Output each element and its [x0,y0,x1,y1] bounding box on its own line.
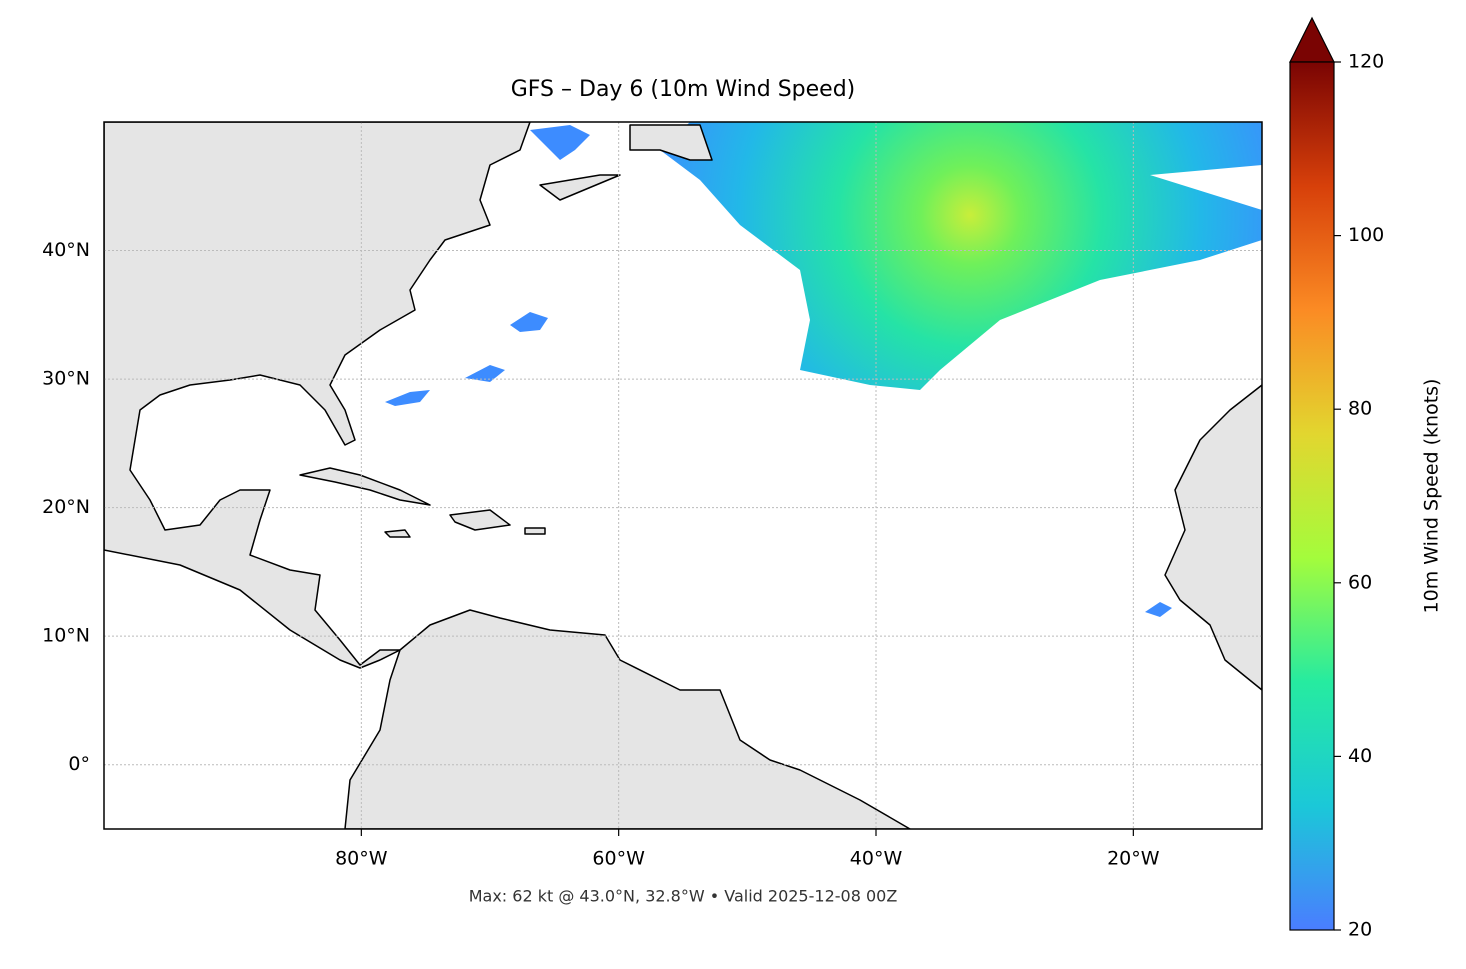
colorbar-extension [1289,16,1335,63]
jamaica [384,529,411,538]
x-tick-label: 60°W [592,848,645,870]
wind-patch [530,125,590,160]
y-tick-label: 30°N [42,368,90,390]
colorbar-tick-label: 80 [1348,398,1372,420]
wind-patch [510,312,548,332]
colorbar-tick-label: 100 [1348,224,1384,246]
wind-field [660,122,1262,390]
wind-patch [465,365,505,382]
y-tick-label: 10°N [42,625,90,647]
colorbar-tick-label: 120 [1348,51,1384,73]
colorbar-label: 10m Wind Speed (knots) [1421,379,1443,614]
colorbar-tick-label: 20 [1348,919,1372,941]
nova-scotia [539,174,621,201]
map-frame [103,121,1263,830]
puerto-rico [524,527,546,535]
grid [104,122,1262,829]
chart-title: GFS – Day 6 (10m Wind Speed) [511,77,856,102]
map [104,122,1262,829]
colorbar-tick-label: 60 [1348,571,1372,593]
annotation: Max: 62 kt @ 43.0°N, 32.8°W • Valid 2025… [469,887,898,906]
wind-patch [385,390,430,406]
colorbar-tick-label: 40 [1348,745,1372,767]
x-tick-label: 40°W [850,848,903,870]
hispaniola [449,509,511,531]
newfoundland [629,124,713,161]
y-tick-label: 40°N [42,239,90,261]
x-tick-label: 20°W [1107,848,1160,870]
x-tick-label: 80°W [335,848,388,870]
y-tick-label: 20°N [42,496,90,518]
cuba [299,467,431,506]
colorbar [1289,61,1335,931]
south-america [344,609,911,829]
y-tick-label: 0° [68,753,90,775]
north-america [104,122,531,669]
wind-patch [1145,602,1172,617]
africa [1164,384,1262,691]
